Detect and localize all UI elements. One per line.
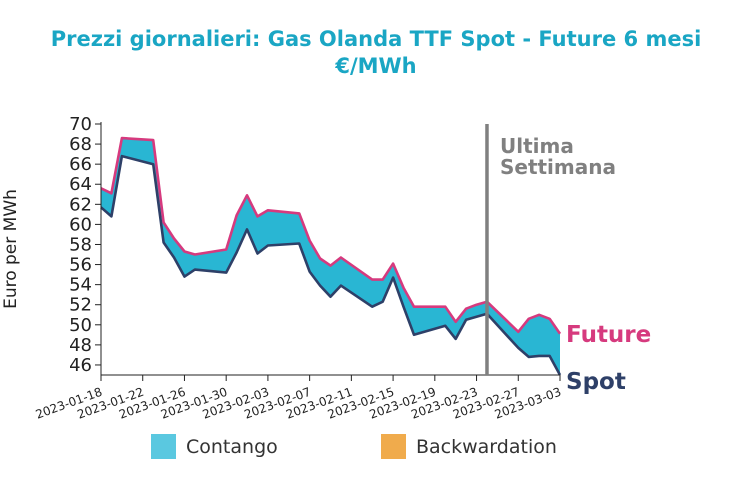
y-axis-label: Euro per MWh bbox=[1, 189, 21, 309]
future-series-label: Future bbox=[566, 322, 651, 348]
annotation-text-line-1: Ultima bbox=[500, 134, 574, 158]
y-tick-label: 60 bbox=[69, 214, 92, 235]
x-axis: 2023-01-182023-01-222023-01-262023-01-30… bbox=[34, 374, 563, 422]
future-series-line bbox=[100, 136, 562, 335]
annotation-text-line-2: Settimana bbox=[500, 155, 616, 179]
y-tick-label: 50 bbox=[69, 315, 92, 336]
y-tick-label: 52 bbox=[69, 295, 92, 316]
y-tick-label: 58 bbox=[69, 234, 92, 255]
y-tick-label: 54 bbox=[69, 275, 92, 296]
ultima-settimana-annotation: Ultima Settimana bbox=[485, 124, 616, 375]
y-tick-label: 62 bbox=[69, 194, 92, 215]
legend-label-backwardation: Backwardation bbox=[416, 436, 557, 458]
spread-area-fill bbox=[101, 138, 560, 375]
y-tick-label: 66 bbox=[69, 154, 92, 175]
spot-series-line bbox=[100, 154, 562, 376]
y-tick-label: 48 bbox=[69, 335, 92, 356]
legend: Contango Backwardation bbox=[151, 434, 557, 459]
y-tick-label: 56 bbox=[69, 255, 92, 276]
legend-label-contango: Contango bbox=[186, 436, 278, 458]
legend-swatch-contango bbox=[151, 434, 176, 459]
spot-series-label: Spot bbox=[566, 369, 626, 395]
y-tick-label: 68 bbox=[69, 134, 92, 155]
legend-swatch-backwardation bbox=[381, 434, 406, 459]
y-tick-label: 70 bbox=[69, 114, 92, 135]
y-tick-label: 64 bbox=[69, 174, 92, 195]
chart-title: Prezzi giornalieri: Gas Olanda TTF Spot … bbox=[51, 27, 702, 51]
chart-subtitle: €/MWh bbox=[334, 54, 416, 78]
plot-area bbox=[100, 136, 562, 376]
y-tick-label: 46 bbox=[69, 355, 92, 376]
